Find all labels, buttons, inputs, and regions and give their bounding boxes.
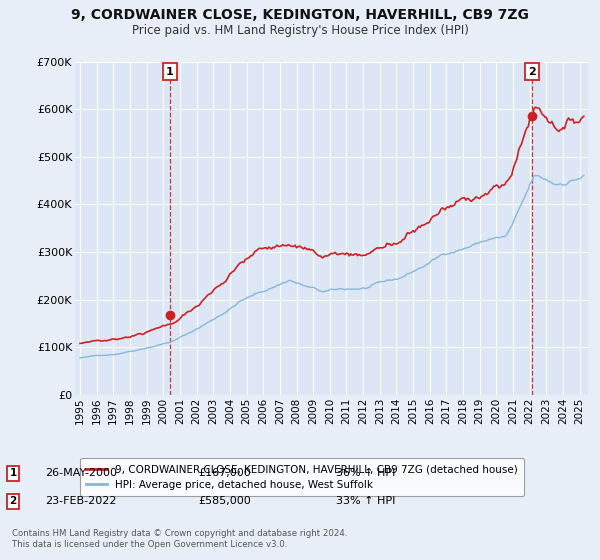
Text: Price paid vs. HM Land Registry's House Price Index (HPI): Price paid vs. HM Land Registry's House … bbox=[131, 24, 469, 36]
Text: 1: 1 bbox=[166, 67, 173, 77]
Text: 2: 2 bbox=[528, 67, 536, 77]
Text: 2: 2 bbox=[10, 496, 17, 506]
Text: 9, CORDWAINER CLOSE, KEDINGTON, HAVERHILL, CB9 7ZG: 9, CORDWAINER CLOSE, KEDINGTON, HAVERHIL… bbox=[71, 8, 529, 22]
Text: 36% ↑ HPI: 36% ↑ HPI bbox=[336, 468, 395, 478]
Text: 23-FEB-2022: 23-FEB-2022 bbox=[45, 496, 116, 506]
Text: 33% ↑ HPI: 33% ↑ HPI bbox=[336, 496, 395, 506]
Text: 26-MAY-2000: 26-MAY-2000 bbox=[45, 468, 117, 478]
Legend: 9, CORDWAINER CLOSE, KEDINGTON, HAVERHILL, CB9 7ZG (detached house), HPI: Averag: 9, CORDWAINER CLOSE, KEDINGTON, HAVERHIL… bbox=[80, 458, 524, 496]
Text: £167,000: £167,000 bbox=[198, 468, 251, 478]
Text: Contains HM Land Registry data © Crown copyright and database right 2024.
This d: Contains HM Land Registry data © Crown c… bbox=[12, 529, 347, 549]
Text: 1: 1 bbox=[10, 468, 17, 478]
Text: £585,000: £585,000 bbox=[198, 496, 251, 506]
